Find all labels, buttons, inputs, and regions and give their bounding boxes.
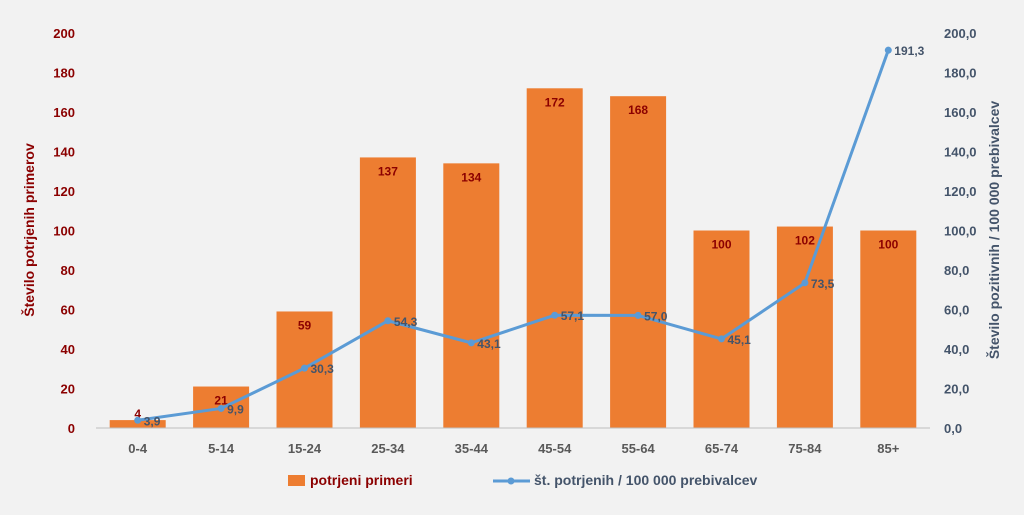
y-right-tick-label: 200,0: [944, 26, 977, 41]
bar: [610, 96, 667, 428]
line-series: 3,9 9,9 30,3 54,3 43,1 57,1 57,0 45,1 73,5 191,3: [134, 44, 925, 428]
bar-value-label: 134: [461, 170, 481, 184]
line-value-label: 73,5: [811, 277, 835, 291]
y-left-tick-label: 140: [53, 145, 75, 160]
line-value-label: 191,3: [894, 44, 924, 58]
bar-value-label: 100: [878, 238, 898, 252]
y-left-tick-label: 100: [53, 224, 75, 239]
x-tick-label: 35-44: [455, 441, 489, 456]
y-right-tick-label: 60,0: [944, 303, 969, 318]
legend: potrjeni primeri št. potrjenih / 100 000 …: [288, 472, 758, 488]
legend-line-marker: [507, 477, 515, 485]
y-right-tick-label: 180,0: [944, 66, 977, 81]
line-value-label: 57,1: [561, 309, 585, 323]
line-point: [217, 404, 225, 412]
x-tick-label: 25-34: [371, 441, 405, 456]
line-point: [884, 46, 892, 54]
y-right-tick-label: 140,0: [944, 145, 977, 160]
y-right-tick-label: 0,0: [944, 421, 962, 436]
y-right-tick-label: 100,0: [944, 224, 977, 239]
bar-value-label: 100: [711, 238, 731, 252]
line-value-label: 54,3: [394, 315, 418, 329]
y-right-axis-title: Število pozitivnih / 100 000 prebivalcev: [985, 101, 1002, 360]
bar-value-label: 59: [298, 318, 312, 332]
y-right-tick-label: 40,0: [944, 342, 969, 357]
y-left-tick-label: 40: [61, 342, 75, 357]
line-point: [467, 339, 475, 347]
bar-value-label: 168: [628, 103, 648, 117]
line-value-label: 3,9: [144, 414, 161, 428]
bar: [526, 88, 583, 429]
legend-line-label: št. potrjenih / 100 000 prebivalcev: [534, 472, 758, 488]
line-point: [384, 317, 392, 325]
bar: [109, 420, 166, 428]
line-point: [134, 416, 142, 424]
line-value-label: 43,1: [477, 337, 501, 351]
bar: [443, 163, 500, 428]
line-value-label: 45,1: [728, 333, 752, 347]
bar-labels: 4 21 59 137 134 172 168 100 102 100: [134, 95, 898, 421]
axes: 0 20 40 60 80 100 120 140 160 180 200 0,0 20,0 40,0 60…: [20, 26, 1002, 456]
bar-value-label: 102: [795, 234, 815, 248]
bar: [359, 157, 416, 429]
legend-bar-swatch: [288, 475, 305, 486]
x-tick-label: 15-24: [288, 441, 322, 456]
x-tick-label: 45-54: [538, 441, 572, 456]
y-right-tick-label: 120,0: [944, 184, 977, 199]
line-point: [801, 279, 809, 287]
y-left-tick-label: 120: [53, 184, 75, 199]
x-tick-label: 55-64: [621, 441, 655, 456]
y-left-tick-label: 60: [61, 303, 75, 318]
y-left-tick-label: 180: [53, 66, 75, 81]
line-point: [551, 311, 559, 319]
line-value-label: 9,9: [227, 402, 244, 416]
x-tick-label: 65-74: [705, 441, 739, 456]
bar-value-label: 137: [378, 164, 398, 178]
legend-bar-label: potrjeni primeri: [310, 472, 413, 488]
x-tick-label: 75-84: [788, 441, 822, 456]
x-tick-label: 85+: [877, 441, 899, 456]
line-point: [301, 364, 308, 372]
y-left-tick-label: 80: [61, 263, 75, 278]
bar-series: [109, 88, 917, 429]
y-right-tick-label: 80,0: [944, 263, 969, 278]
bar: [693, 230, 750, 428]
line-point: [718, 335, 725, 343]
bar: [860, 230, 917, 428]
line-point: [634, 311, 642, 319]
line-value-label: 30,3: [311, 362, 335, 376]
line-value-label: 57,0: [644, 309, 668, 323]
y-right-tick-label: 20,0: [944, 382, 969, 397]
y-left-tick-label: 200: [53, 26, 75, 41]
y-right-tick-label: 160,0: [944, 105, 977, 120]
line-path: [137, 49, 890, 422]
y-left-tick-label: 20: [61, 382, 75, 397]
bar-value-label: 4: [134, 407, 141, 421]
bar: [776, 226, 833, 428]
y-left-axis-title: Število potrjenih primerov: [20, 143, 37, 317]
y-left-tick-label: 0: [68, 421, 75, 436]
y-left-tick-label: 160: [53, 105, 75, 120]
bar-value-label: 21: [214, 394, 228, 408]
x-tick-label: 0-4: [128, 441, 148, 456]
x-tick-label: 5-14: [208, 441, 235, 456]
bar-value-label: 172: [545, 95, 565, 109]
